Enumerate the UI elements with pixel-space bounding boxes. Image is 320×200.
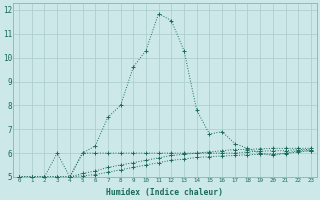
X-axis label: Humidex (Indice chaleur): Humidex (Indice chaleur) <box>107 188 223 197</box>
